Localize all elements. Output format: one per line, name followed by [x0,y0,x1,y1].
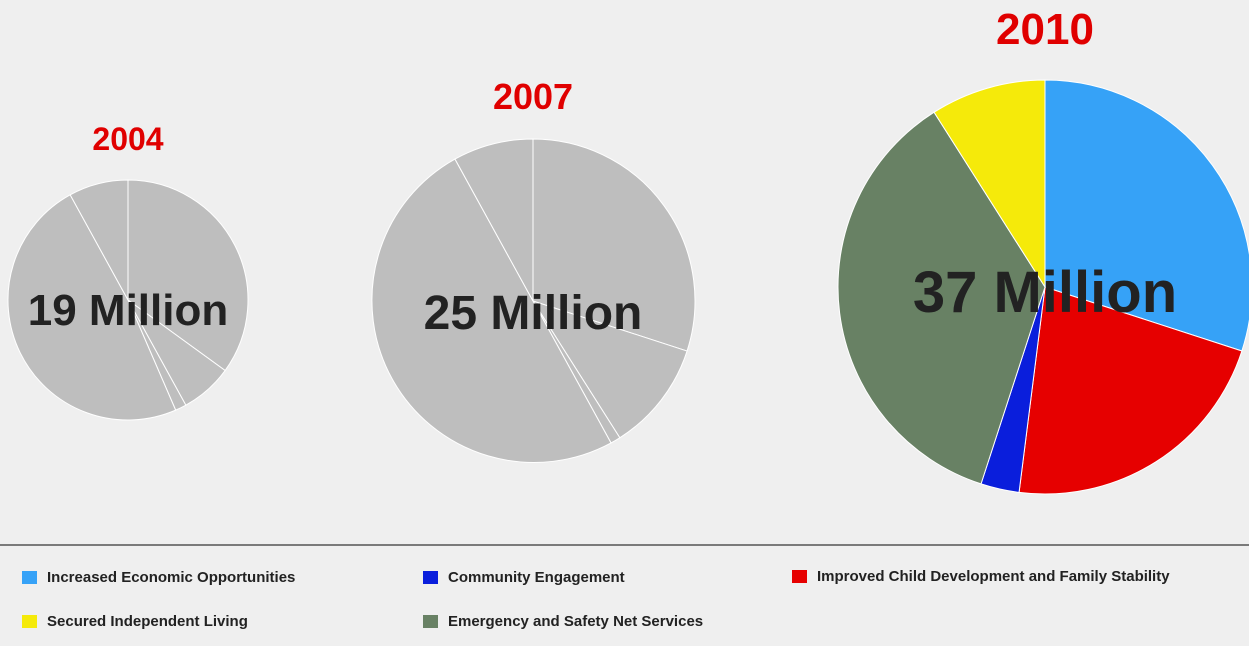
legend-divider [0,544,1249,546]
legend-label: Improved Child Development and Family St… [817,567,1170,585]
legend-swatch-red [792,569,807,583]
total-label-2007: 25 Million [424,287,643,340]
legend-item-community-engagement: Community Engagement [423,567,625,587]
pie-2004-slice-secured-independent-living [69,179,129,301]
pie-2010-slice-improved-child-development-and-family-stability [1018,286,1243,495]
pie-2010-slice-emergency-and-safety-net-services [837,111,1046,485]
pie-2007-slice-improved-child-development-and-family-stability [531,300,688,439]
pie-2010: 2010 37 Million [837,5,1249,495]
pie-2004-slice-emergency-and-safety-net-services [7,194,177,421]
legend-label: Secured Independent Living [47,612,248,630]
pie-2010-slice-secured-independent-living [933,79,1046,289]
legend-label: Emergency and Safety Net Services [448,612,704,630]
pie-2010-slice-increased-economic-opportunities [1044,79,1249,352]
pie-2007-slice-secured-independent-living [454,138,534,302]
legend-label: Community Engagement [448,568,625,586]
pie-2004-slice-increased-economic-opportunities [127,179,249,372]
legend-item-secured-independent-living: Secured Independent Living [22,611,248,631]
legend-item-increased-economic-opportunities: Increased Economic Opportunities [22,567,295,587]
pie-charts: 2004 19 Million 2007 25 Million 2010 37 Milli… [7,5,1249,495]
legend-label: Increased Economic Opportunities [47,568,296,586]
pie-2007: 2007 25 Million [371,76,696,463]
pie-2007-slice-increased-economic-opportunities [532,138,696,352]
pie-2007-slice-emergency-and-safety-net-services [371,158,612,463]
pie-2004: 2004 19 Million [7,121,249,421]
legend: Increased Economic Opportunities Communi… [0,546,1249,646]
total-label-2010: 37 Million [913,260,1177,325]
legend-swatch-green [423,614,438,628]
year-label-2010: 2010 [996,5,1094,54]
year-label-2004: 2004 [92,121,163,157]
legend-swatch-dark-blue [423,570,438,584]
year-label-2007: 2007 [493,76,573,117]
legend-item-improved-child-development: Improved Child Development and Family St… [792,566,1170,586]
legend-swatch-blue [22,570,37,584]
legend-item-emergency-safety-net: Emergency and Safety Net Services [423,611,703,631]
legend-swatch-yellow [22,614,37,628]
total-label-2004: 19 Million [28,286,228,335]
